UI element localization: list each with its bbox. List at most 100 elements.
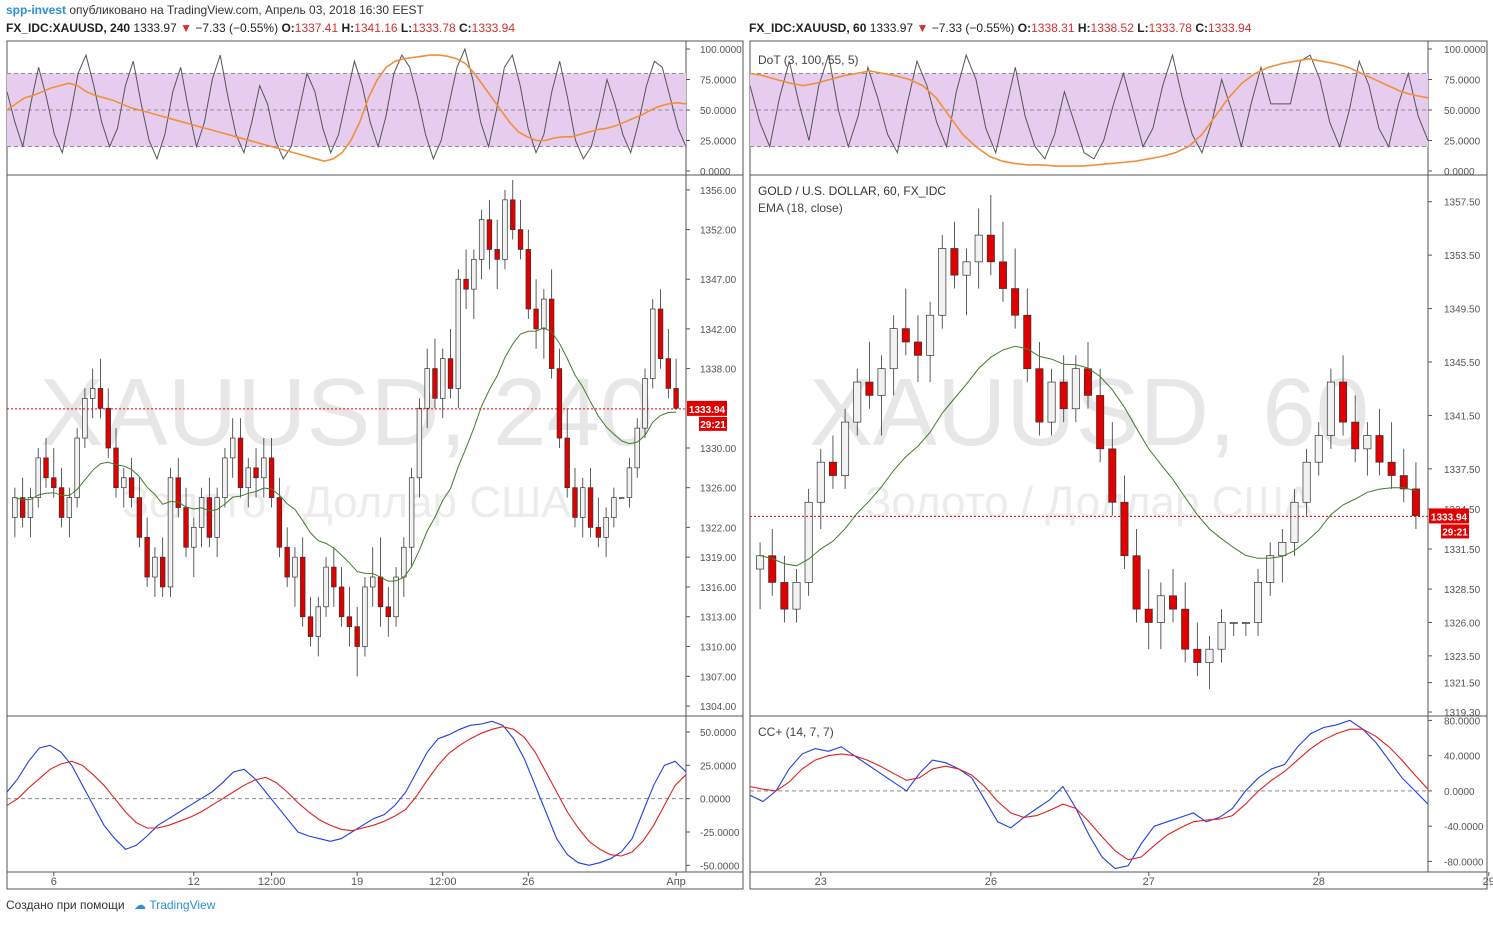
left-candle — [416, 398, 423, 498]
candle-body — [998, 261, 1007, 289]
right-timer-bg — [1441, 524, 1469, 539]
right-candle — [1290, 488, 1299, 556]
right-candle — [1399, 448, 1408, 503]
left-high: 1341.16 — [354, 21, 398, 35]
candle-body — [354, 626, 360, 647]
right-candle — [877, 355, 886, 436]
left-candle — [160, 537, 166, 597]
candle-body — [768, 555, 777, 583]
right-candle — [986, 195, 995, 276]
tradingview-logo-icon[interactable]: ☁ — [133, 898, 146, 912]
left-candle — [510, 179, 516, 240]
right-stoch-label: DoT (3, 100, 55, 5) — [758, 53, 859, 67]
candle-body — [1144, 608, 1153, 623]
left-watermark-sub: Золото / Доллар США — [122, 478, 571, 527]
right-l-label: L: — [1137, 21, 1149, 35]
left-h-label: H: — [341, 21, 355, 35]
left-candle — [572, 467, 578, 528]
left-stoch-d-line — [6, 54, 687, 163]
right-high: 1338.52 — [1090, 21, 1134, 35]
left-l-label: L: — [400, 21, 413, 35]
author-link[interactable]: spp-invest — [6, 3, 67, 17]
right-candle — [1363, 422, 1372, 476]
candle-body — [51, 477, 57, 489]
candle-body — [974, 234, 983, 263]
left-stoch-axis-label: 75.0000 — [700, 76, 737, 87]
left-candle — [626, 457, 633, 508]
left-candle — [362, 577, 368, 657]
left-last: 1333.97 — [133, 21, 177, 35]
left-candle — [12, 487, 18, 538]
left-candle — [315, 596, 321, 657]
left-cc-axis-label: 50.0000 — [700, 728, 737, 739]
candle-body — [611, 497, 617, 518]
candle-body — [416, 407, 423, 479]
candle-body — [393, 576, 399, 618]
left-candle — [463, 249, 469, 310]
right-price-axis-label: 1331.50 — [1444, 545, 1481, 556]
left-candle — [237, 418, 244, 498]
candle-body — [167, 477, 174, 588]
left-candle — [198, 487, 205, 548]
right-low: 1333.78 — [1148, 21, 1192, 35]
left-candle — [634, 418, 640, 478]
left-candle — [245, 457, 251, 508]
left-candle — [377, 537, 384, 627]
candle-body — [346, 616, 353, 628]
candle-body — [66, 497, 73, 518]
left-time-label: 12 — [188, 876, 200, 888]
left-price-axis-label: 1347.00 — [700, 275, 737, 286]
left-candle — [167, 467, 174, 597]
candle-body — [494, 249, 500, 260]
candle-body — [962, 261, 971, 276]
right-open: 1338.31 — [1031, 21, 1075, 35]
tradingview-link[interactable]: TradingView — [149, 898, 216, 912]
left-candle — [650, 299, 656, 389]
right-candle — [1156, 582, 1165, 650]
candle-body — [1217, 622, 1226, 650]
left-change: −7.33 (−0.55%) — [195, 21, 279, 35]
left-candle — [393, 567, 399, 627]
right-cc-axis-label: 0.0000 — [1444, 787, 1475, 798]
right-candle — [1217, 609, 1226, 663]
right-candle — [1387, 422, 1396, 489]
candle-body — [572, 487, 578, 518]
candle-body — [841, 421, 850, 476]
footer: Создано при помощи ☁ TradingView — [6, 898, 215, 912]
left-candle — [284, 527, 290, 587]
candle-body — [1071, 368, 1080, 410]
right-frame — [749, 40, 1488, 890]
left-candle — [27, 487, 34, 538]
left-open: 1337.41 — [294, 21, 339, 35]
candle-body — [440, 358, 446, 399]
candle-body — [1011, 288, 1020, 316]
right-time-label: 26 — [985, 876, 997, 888]
left-time-label: 12:00 — [258, 876, 286, 888]
right-price-axis-label: 1319.30 — [1444, 708, 1481, 719]
left-ema-line — [14, 327, 677, 582]
candle-body — [1387, 461, 1396, 476]
candle-body — [541, 298, 547, 330]
right-candle — [1144, 569, 1153, 650]
candle-body — [877, 368, 886, 396]
left-candle — [541, 289, 547, 359]
candle-body — [853, 381, 862, 423]
right-candle — [841, 408, 850, 489]
candle-body — [556, 368, 563, 439]
candle-body — [792, 582, 801, 610]
candle-body — [43, 457, 49, 479]
candle-body — [261, 457, 267, 479]
candle-body — [222, 457, 228, 498]
left-price-axis-label: 1307.00 — [700, 672, 737, 683]
left-time-label: 12:00 — [429, 876, 457, 888]
left-stoch-axis-label: 0.0000 — [700, 167, 731, 178]
left-candle — [121, 467, 127, 508]
right-candle — [1132, 528, 1141, 623]
candle-body — [1169, 595, 1178, 610]
candle-body — [1254, 582, 1263, 623]
candle-body — [1156, 595, 1165, 623]
right-candle — [1108, 422, 1117, 516]
right-stoch-axis-label: 100.0000 — [1444, 45, 1486, 56]
candle-body — [82, 397, 88, 439]
